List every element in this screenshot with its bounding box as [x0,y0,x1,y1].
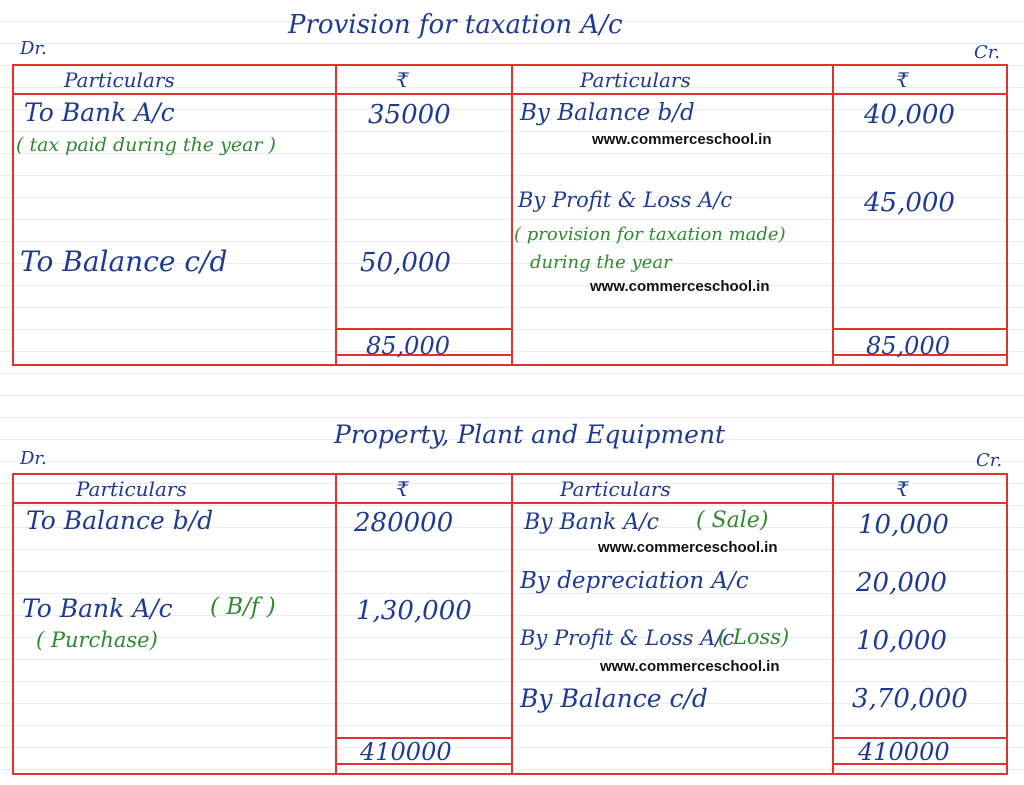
watermark-4: www.commerceschool.in [600,658,780,675]
ledger2-dr-label: Dr. [20,448,47,469]
ledger2-credit-1-tag: ( Sale) [696,508,769,533]
ledger1-divider-2 [511,66,513,364]
ledger2-divider-1 [335,475,337,773]
ledger1-header-amount-left: ₹ [396,68,409,92]
ledger1-header-amount-right: ₹ [896,68,909,92]
ledger2-credit-1-amount: 10,000 [858,510,949,540]
ledger1-total-rule-left-bottom [335,354,511,356]
ledger1-cr-label: Cr. [974,42,1001,63]
ledger1-credit-2-amount: 45,000 [864,188,955,218]
ledger1-total-rule-left-top [335,328,511,330]
ledger1-title: Provision for taxation A/c [288,10,623,40]
ledger2-header-rule [14,502,1006,504]
ledger2-divider-2 [511,475,513,773]
ledger1-debit-1-particular: To Bank A/c [24,98,175,127]
ledger1-header-particulars-right: Particulars [580,68,691,92]
ledger2-debit-2-note: ( Purchase) [36,628,158,652]
ledger1-dr-label: Dr. [20,38,47,59]
ledger1-table [12,64,1008,366]
ledger2-title: Property, Plant and Equipment [334,420,726,449]
ledger2-debit-1-amount: 280000 [354,508,454,538]
ledger1-total-debit: 85,000 [366,332,450,360]
ledger2-total-rule-right-bottom [832,763,1008,765]
watermark-2: www.commerceschool.in [590,278,770,295]
ledger2-credit-2-amount: 20,000 [856,568,947,598]
ledger2-header-amount-left: ₹ [396,477,409,501]
ledger1-credit-2-note2: during the year [530,252,672,273]
ledger1-total-rule-right-top [832,328,1008,330]
ledger1-divider-3 [832,66,834,364]
ledger1-credit-1-particular: By Balance b/d [520,100,695,126]
ledger2-total-debit: 410000 [360,738,452,766]
ledger1-total-rule-right-bottom [832,354,1008,356]
watermark-3: www.commerceschool.in [598,539,778,556]
ledger2-table [12,473,1008,775]
ledger1-credit-2-particular: By Profit & Loss A/c [518,188,733,212]
ledger2-credit-3-tag: ( Loss) [718,625,790,649]
ledger2-debit-2-particular: To Bank A/c [22,594,173,623]
ledger2-total-rule-right-top [832,737,1008,739]
ledger1-divider-1 [335,66,337,364]
ledger1-debit-2-particular: To Balance c/d [20,245,228,278]
ledger2-header-particulars-right: Particulars [560,477,671,501]
ledger1-debit-2-amount: 50,000 [360,248,451,278]
ledger2-credit-4-amount: 3,70,000 [852,684,968,714]
ledger2-header-amount-right: ₹ [896,477,909,501]
ledger1-credit-2-note: ( provision for taxation made) [514,224,786,245]
ledger1-debit-1-note: ( tax paid during the year ) [16,134,276,156]
ledger1-total-credit: 85,000 [866,332,950,360]
watermark-1: www.commerceschool.in [592,131,772,148]
ledger2-total-rule-left-bottom [335,763,511,765]
ledger1-credit-1-amount: 40,000 [864,100,955,130]
ledger2-debit-2-tag: ( B/f ) [210,594,276,620]
ledger2-credit-1-particular: By Bank A/c [524,510,659,535]
ledger1-header-particulars-left: Particulars [64,68,175,92]
ledger1-debit-1-amount: 35000 [368,100,451,130]
ledger2-credit-4-particular: By Balance c/d [520,684,708,713]
ledger2-divider-3 [832,475,834,773]
ledger2-debit-1-particular: To Balance b/d [26,506,214,535]
ledger2-credit-3-amount: 10,000 [856,626,947,656]
ledger1-header-rule [14,93,1006,95]
ledger2-debit-2-amount: 1,30,000 [356,596,472,626]
ledger2-total-rule-left-top [335,737,511,739]
ledger2-total-credit: 410000 [858,738,950,766]
ledger2-cr-label: Cr. [976,450,1003,471]
ledger2-credit-3-particular: By Profit & Loss A/c [520,626,735,650]
ledger2-header-particulars-left: Particulars [76,477,187,501]
ledger2-credit-2-particular: By depreciation A/c [520,568,749,594]
